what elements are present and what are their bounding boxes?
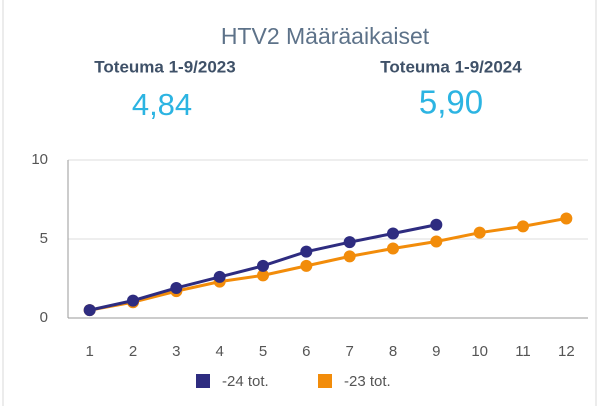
legend-swatch (196, 374, 210, 388)
x-tick-label: 4 (215, 343, 223, 360)
point (83, 304, 96, 317)
x-tick-label: 2 (129, 343, 137, 360)
y-tick-label: 5 (40, 230, 48, 247)
point (343, 250, 356, 263)
point (300, 245, 313, 258)
point (127, 294, 139, 307)
x-tick-label: 5 (259, 343, 267, 360)
x-tick-label: 12 (558, 343, 575, 360)
point (387, 227, 399, 240)
y-tick-label: 0 (40, 309, 48, 326)
x-tick-label: 7 (345, 343, 353, 360)
kpi-value: 4,84 (132, 87, 192, 122)
point (387, 242, 399, 255)
point (517, 220, 529, 233)
x-tick-label: 6 (302, 343, 310, 360)
point (430, 235, 443, 248)
point (560, 212, 573, 225)
kpi-label: Toteuma 1-9/2023 (94, 57, 235, 76)
legend-label: -23 tot. (344, 373, 391, 390)
point (170, 281, 183, 294)
y-tick-label: 10 (31, 151, 48, 168)
x-tick-label: 1 (85, 343, 93, 360)
x-tick-label: 9 (432, 343, 440, 360)
kpi-value: 5,90 (419, 84, 483, 121)
point (473, 226, 486, 239)
x-tick-label: 3 (172, 343, 180, 360)
legend-label: -24 tot. (222, 373, 269, 390)
point (430, 218, 443, 231)
series-line (89, 216, 567, 312)
x-tick-label: 11 (515, 343, 531, 360)
card-title: HTV2 Määräaikaiset (221, 23, 430, 49)
point (257, 259, 269, 272)
point (300, 259, 313, 272)
point (257, 269, 269, 282)
legend-swatch (318, 374, 332, 388)
point (343, 236, 356, 249)
point (213, 270, 226, 283)
x-tick-label: 8 (389, 343, 397, 360)
kpi-label: Toteuma 1-9/2024 (380, 57, 522, 76)
x-tick-label: 10 (471, 343, 488, 360)
